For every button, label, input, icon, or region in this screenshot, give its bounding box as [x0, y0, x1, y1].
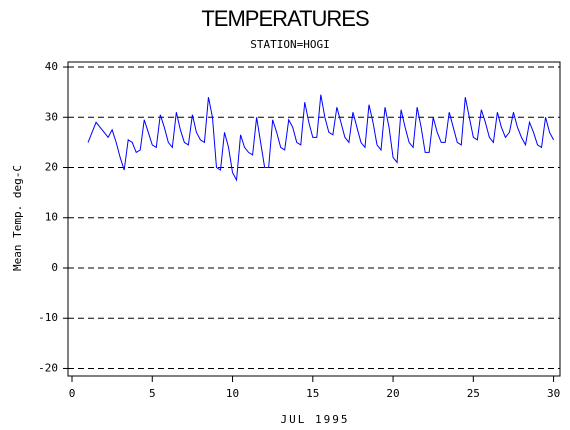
chart-title: TEMPERATURES	[201, 6, 369, 31]
y-tick-label: -20	[38, 361, 58, 374]
y-tick-label: -10	[38, 311, 58, 324]
y-tick-label: 0	[51, 261, 58, 274]
y-tick-label: 40	[45, 60, 58, 73]
x-tick-label: 20	[386, 387, 399, 400]
y-tick-label: 20	[45, 161, 58, 174]
y-tick-label: 10	[45, 211, 58, 224]
x-axis-label: JUL 1995	[281, 413, 350, 426]
plot-frame	[67, 61, 561, 377]
x-tick-label: 30	[547, 387, 560, 400]
y-axis-label: Mean Temp. deg-C	[11, 165, 24, 271]
x-tick-label: 15	[306, 387, 319, 400]
x-tick-label: 5	[149, 387, 156, 400]
data-line	[87, 94, 555, 182]
x-tick-label: 10	[226, 387, 239, 400]
x-tick-label: 25	[467, 387, 480, 400]
x-tick-label: 0	[69, 387, 76, 400]
chart-subtitle: STATION=HOGI	[250, 38, 329, 51]
y-tick-label: 30	[45, 110, 58, 123]
